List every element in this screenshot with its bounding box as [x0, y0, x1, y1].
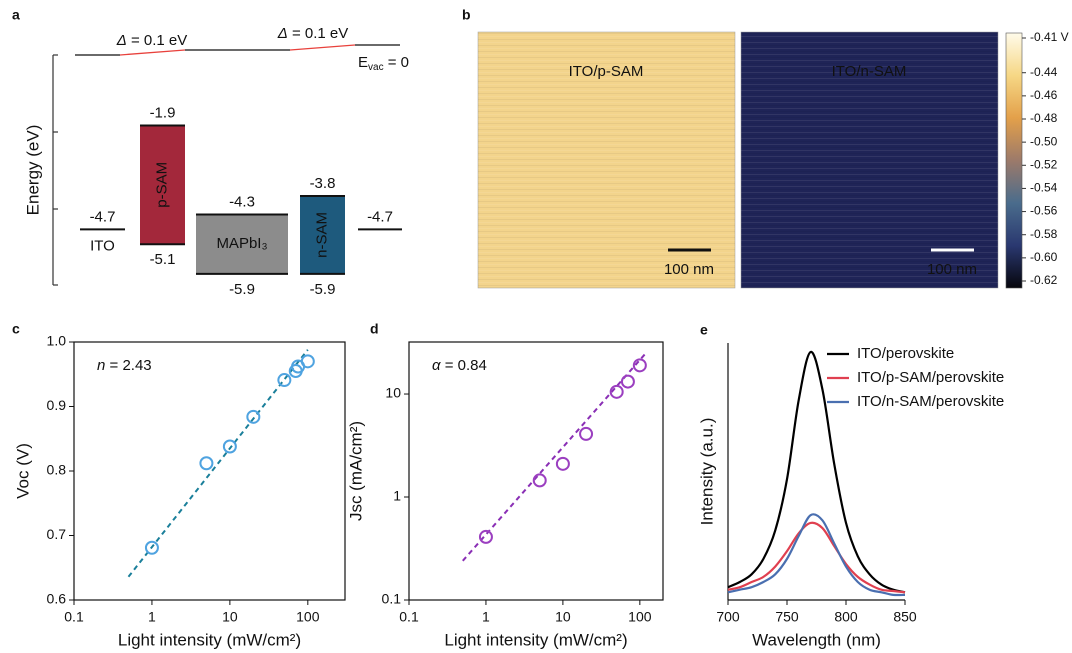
- y-tick-label: 10: [385, 385, 401, 401]
- x-tick-label: 0.1: [64, 609, 84, 625]
- y-tick-label: 0.6: [47, 591, 67, 607]
- level-label: -5.9: [229, 281, 255, 298]
- x-tick-label: 800: [834, 609, 858, 625]
- x-axis-label: Light intensity (mW/cm²): [118, 630, 301, 649]
- annotation-part: = 0.84: [441, 357, 487, 374]
- fit-line: [463, 353, 646, 561]
- figure: aEnergy (eV)Δ = 0.1 eVΔ = 0.1 eVEvac = 0…: [0, 0, 1072, 653]
- energy-axis: [53, 55, 58, 285]
- level-label: -4.7: [367, 208, 393, 225]
- y-tick-label: 1.0: [47, 333, 67, 349]
- data-point: [200, 457, 212, 469]
- y-tick-label: 1: [393, 488, 401, 504]
- offset-label-part: Δ: [277, 25, 288, 42]
- y-tick-label: 0.7: [47, 526, 67, 542]
- data-point: [557, 458, 569, 470]
- y-tick-label: 0.1: [382, 591, 402, 607]
- y-tick-label: 0.8: [47, 462, 67, 478]
- x-tick-label: 0.1: [399, 609, 419, 625]
- image-label: ITO/p-SAM: [569, 63, 644, 80]
- data-point: [302, 355, 314, 367]
- plot-frame: [74, 342, 345, 600]
- x-tick-label: 100: [628, 609, 652, 625]
- colorbar-tick-label: -0.48: [1030, 111, 1058, 125]
- x-tick-label: 10: [555, 609, 571, 625]
- y-axis-label: Voc (V): [13, 443, 32, 499]
- vacuum-offset: [120, 50, 185, 55]
- x-axis-label: Light intensity (mW/cm²): [444, 630, 627, 649]
- plot-frame: [409, 342, 663, 600]
- panel-letter: d: [370, 321, 379, 337]
- annotation: n = 2.43: [97, 357, 152, 374]
- panel-letter: e: [700, 322, 708, 338]
- data-point: [224, 440, 236, 452]
- vacuum-label: Evac = 0: [358, 54, 409, 73]
- x-axis-label: Wavelength (nm): [752, 630, 881, 649]
- colorbar-tick-label: -0.52: [1030, 157, 1058, 171]
- annotation-part: n: [97, 357, 105, 374]
- data-point: [622, 376, 634, 388]
- colorbar-tick-label: -0.41 V: [1030, 30, 1069, 44]
- colorbar-tick-label: -0.58: [1030, 227, 1058, 241]
- colorbar-tick-label: -0.56: [1030, 204, 1058, 218]
- annotation: α = 0.84: [432, 357, 487, 374]
- scale-bar-label: 100 nm: [927, 261, 977, 278]
- colorbar-tick-label: -0.54: [1030, 181, 1058, 195]
- data-point: [480, 531, 492, 543]
- colorbar: [1006, 33, 1022, 288]
- colorbar-tick-label: -0.50: [1030, 134, 1058, 148]
- layer-name: MAPbI₃: [216, 235, 267, 252]
- data-point: [580, 428, 592, 440]
- level-label: -3.8: [310, 175, 336, 192]
- vacuum-label-part: vac: [368, 62, 384, 73]
- colorbar-tick-label: -0.60: [1030, 250, 1058, 264]
- y-tick-label: 0.9: [47, 397, 67, 413]
- colorbar-tick-label: -0.46: [1030, 88, 1058, 102]
- level-label: -5.1: [150, 251, 176, 268]
- legend-label: ITO/p-SAM/perovskite: [857, 369, 1004, 386]
- x-tick-label: 100: [296, 609, 320, 625]
- legend-label: ITO/n-SAM/perovskite: [857, 393, 1004, 410]
- x-tick-label: 10: [222, 609, 238, 625]
- data-point: [247, 411, 259, 423]
- data-point: [634, 359, 646, 371]
- y-axis-label: Jsc (mA/cm²): [346, 421, 365, 521]
- scale-bar-label: 100 nm: [664, 261, 714, 278]
- x-tick-label: 750: [775, 609, 799, 625]
- data-point: [534, 474, 546, 486]
- panel-letter: c: [12, 321, 20, 337]
- level-label: -5.9: [310, 281, 336, 298]
- layer-name: ITO: [90, 237, 115, 254]
- offset-label-part: Δ: [116, 32, 127, 49]
- colorbar-tick-label: -0.44: [1030, 65, 1058, 79]
- level-label: -4.3: [229, 193, 255, 210]
- image-label: ITO/n-SAM: [832, 63, 907, 80]
- y-axis-label: Intensity (a.u.): [697, 418, 716, 526]
- offset-label-part: = 0.1 eV: [127, 32, 187, 49]
- panel-letter: b: [462, 7, 471, 23]
- offset-label: Δ = 0.1 eV: [116, 32, 188, 49]
- panel-letter: a: [12, 7, 20, 23]
- vacuum-offset: [290, 45, 355, 50]
- x-tick-label: 700: [716, 609, 740, 625]
- layer-name: n-SAM: [313, 212, 330, 258]
- level-label: -4.7: [90, 208, 116, 225]
- vacuum-label-part: = 0: [384, 54, 409, 71]
- offset-label: Δ = 0.1 eV: [277, 25, 349, 42]
- annotation-part: = 2.43: [105, 357, 151, 374]
- data-point: [278, 374, 290, 386]
- x-tick-label: 850: [893, 609, 917, 625]
- layer-name: p-SAM: [153, 162, 170, 208]
- series-line: [728, 352, 905, 592]
- colorbar-tick-label: -0.62: [1030, 273, 1058, 287]
- vacuum-label-part: E: [358, 54, 368, 71]
- x-tick-label: 1: [148, 609, 156, 625]
- level-label: -1.9: [150, 104, 176, 121]
- x-tick-label: 1: [482, 609, 490, 625]
- y-axis-label: Energy (eV): [23, 125, 42, 216]
- offset-label-part: = 0.1 eV: [288, 25, 348, 42]
- legend-label: ITO/perovskite: [857, 345, 954, 362]
